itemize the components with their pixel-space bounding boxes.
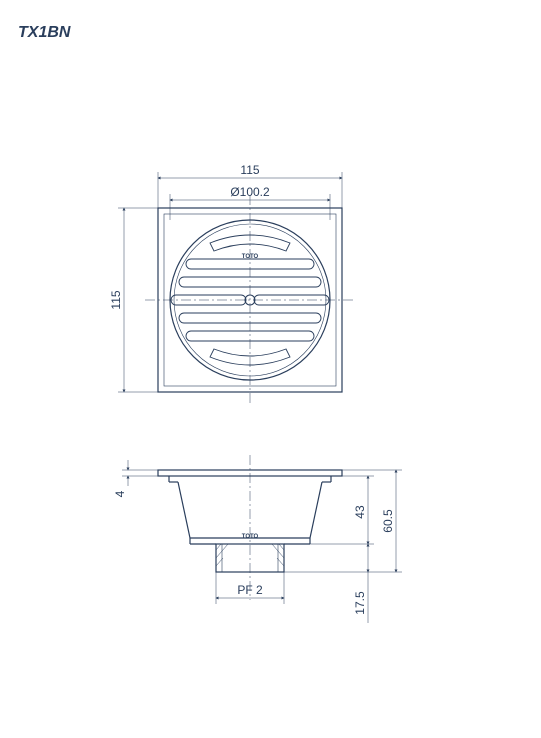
svg-text:17.5: 17.5 xyxy=(353,591,367,615)
svg-text:43: 43 xyxy=(353,505,367,519)
top-view: TOTO 115 Ø100.2 115 xyxy=(109,163,355,405)
svg-text:Ø100.2: Ø100.2 xyxy=(230,185,270,199)
dim-17-5: 17.5 xyxy=(353,544,368,623)
brand-label-side: TOTO xyxy=(242,534,259,540)
svg-text:4: 4 xyxy=(113,490,127,497)
svg-text:PF 2: PF 2 xyxy=(237,583,263,597)
side-view: TOTO 4 43 60.5 17.5 xyxy=(113,455,402,623)
dim-60-5: 60.5 xyxy=(284,470,402,572)
dim-43: 43 xyxy=(310,476,374,544)
dim-flange-4: 4 xyxy=(113,460,158,497)
brand-label-top: TOTO xyxy=(242,254,259,260)
svg-text:115: 115 xyxy=(240,163,259,177)
svg-text:115: 115 xyxy=(109,290,123,309)
technical-drawing: TOTO 115 Ø100.2 115 xyxy=(0,0,541,738)
svg-text:60.5: 60.5 xyxy=(381,509,395,533)
model-title: TX1BN xyxy=(18,24,70,42)
